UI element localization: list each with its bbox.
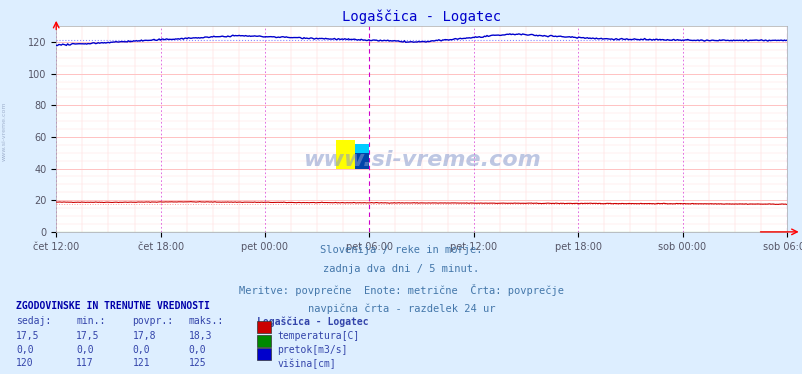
Text: 121: 121	[132, 358, 150, 368]
Text: Meritve: povprečne  Enote: metrične  Črta: povprečje: Meritve: povprečne Enote: metrične Črta:…	[239, 284, 563, 296]
Text: 17,5: 17,5	[16, 331, 39, 341]
Text: 0,0: 0,0	[188, 345, 206, 355]
Text: www.si-vreme.com: www.si-vreme.com	[2, 101, 6, 161]
Text: višina[cm]: višina[cm]	[277, 358, 335, 369]
Text: 120: 120	[16, 358, 34, 368]
Text: povpr.:: povpr.:	[132, 316, 173, 326]
Text: 0,0: 0,0	[16, 345, 34, 355]
Text: Logaščica - Logatec: Logaščica - Logatec	[257, 316, 368, 327]
Text: www.si-vreme.com: www.si-vreme.com	[302, 150, 540, 170]
Bar	[354, 144, 369, 162]
Text: maks.:: maks.:	[188, 316, 224, 326]
Text: ZGODOVINSKE IN TRENUTNE VREDNOSTI: ZGODOVINSKE IN TRENUTNE VREDNOSTI	[16, 301, 209, 311]
Bar	[354, 153, 369, 169]
Text: 117: 117	[76, 358, 94, 368]
Text: min.:: min.:	[76, 316, 106, 326]
Text: zadnja dva dni / 5 minut.: zadnja dva dni / 5 minut.	[323, 264, 479, 275]
Text: 125: 125	[188, 358, 206, 368]
Text: 18,3: 18,3	[188, 331, 212, 341]
Text: navpična črta - razdelek 24 ur: navpična črta - razdelek 24 ur	[307, 303, 495, 314]
Text: 0,0: 0,0	[76, 345, 94, 355]
Text: pretok[m3/s]: pretok[m3/s]	[277, 345, 347, 355]
Text: 17,5: 17,5	[76, 331, 99, 341]
Text: 17,8: 17,8	[132, 331, 156, 341]
Text: sedaj:: sedaj:	[16, 316, 51, 326]
Text: temperatura[C]: temperatura[C]	[277, 331, 358, 341]
Bar	[336, 140, 354, 169]
Title: Logaščica - Logatec: Logaščica - Logatec	[342, 9, 500, 24]
Text: Slovenija / reke in morje.: Slovenija / reke in morje.	[320, 245, 482, 255]
Text: 0,0: 0,0	[132, 345, 150, 355]
